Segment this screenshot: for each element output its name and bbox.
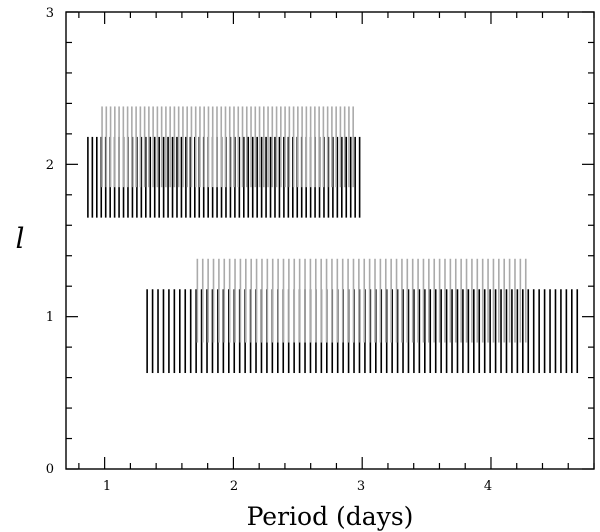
x-axis-title: Period (days): [247, 502, 414, 531]
plot-frame: [65, 11, 595, 470]
x-tick-label: 2: [230, 479, 238, 494]
y-tick-label: 0: [46, 462, 54, 477]
series-3-ell-1: [196, 258, 527, 343]
series-2-ell-1: [146, 289, 579, 374]
x-tick-label: 3: [357, 479, 365, 494]
x-tick-label: 4: [484, 479, 492, 494]
series-1-ell-2: [101, 106, 354, 188]
y-tick-label: 3: [46, 6, 54, 21]
series-layer: [87, 106, 579, 374]
y-tick-label: 2: [46, 158, 54, 173]
y-axis-title: l: [16, 222, 25, 255]
y-tick-label: 1: [46, 310, 54, 325]
x-tick-label: 1: [103, 479, 111, 494]
tick-layer: [66, 11, 595, 470]
